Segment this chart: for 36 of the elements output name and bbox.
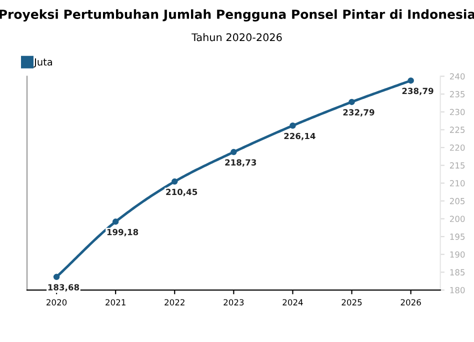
point [230, 148, 237, 156]
point [408, 77, 414, 84]
y-tick-label: 220 [450, 144, 465, 151]
point [290, 122, 296, 129]
x-tick-label: 2026 [400, 299, 421, 306]
x-tick-label: 2024 [282, 299, 303, 306]
legend-label: Juta [34, 58, 52, 68]
y-tick-label: 240 [450, 73, 465, 80]
text: 199,18 [107, 228, 138, 236]
text: 183,68 [48, 284, 80, 292]
y-tick-label: 195 [450, 234, 465, 240]
y-tick-label: 185 [450, 269, 465, 276]
x-tick-label: 2021 [106, 299, 126, 306]
chart-subtitle: Tahun 2020-2026 [192, 33, 282, 42]
y-tick-label: 215 [450, 162, 465, 169]
y-tick-label: 205 [450, 198, 465, 204]
x-tick-label: 2020 [46, 299, 67, 306]
y-tick-label: 235 [450, 91, 465, 98]
point [112, 218, 119, 225]
point [348, 98, 355, 106]
point [53, 274, 60, 280]
text: 232,79 [343, 109, 374, 117]
y-tick-label: 225 [450, 126, 465, 133]
text: 226,14 [284, 132, 316, 140]
y-tick-label: 230 [450, 108, 465, 116]
x-tick-label: 2023 [224, 299, 244, 306]
y-tick-label: 210 [450, 180, 465, 186]
text: 218,73 [225, 159, 256, 167]
text: 210,45 [166, 188, 198, 196]
y-tick-label: 180 [450, 286, 465, 294]
y-tick-label: 200 [450, 216, 465, 222]
x-tick-label: 2025 [342, 299, 362, 306]
y-tick-label: 190 [450, 251, 465, 258]
text: 238,79 [402, 88, 434, 96]
point [172, 178, 178, 185]
x-tick-label: 2022 [164, 299, 184, 306]
